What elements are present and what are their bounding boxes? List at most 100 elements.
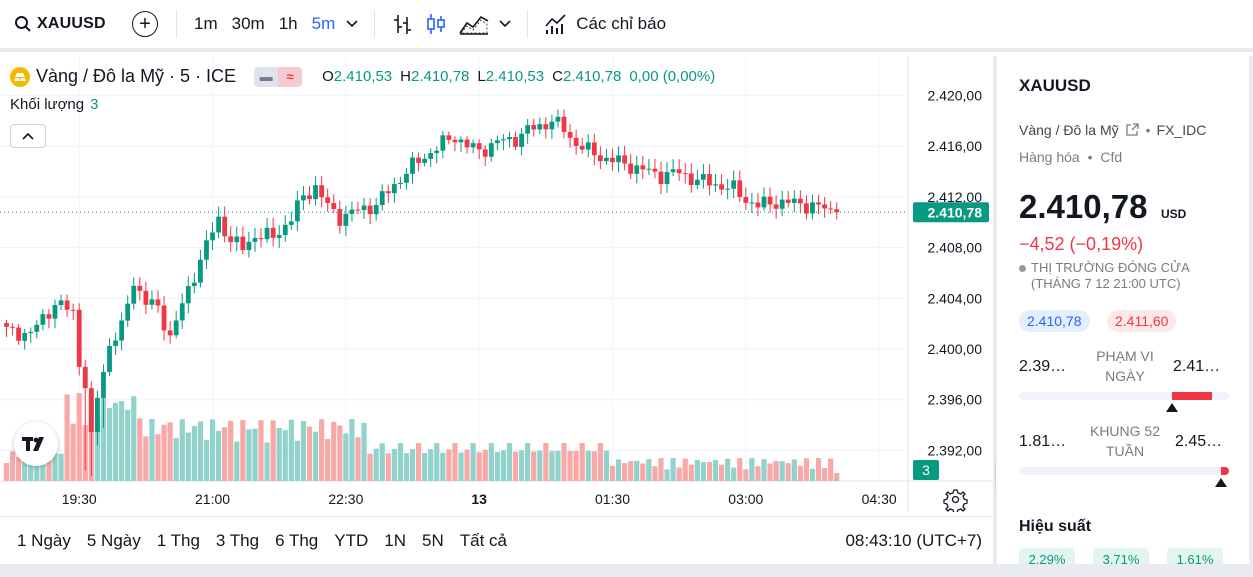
bottom-divider	[0, 564, 1253, 577]
ask-price-badge: 2.411,60	[1107, 310, 1177, 332]
timezone-clock[interactable]: 08:43:10 (UTC+7)	[845, 530, 982, 550]
volume-bar	[555, 450, 561, 481]
volume-bar	[131, 396, 137, 481]
candle-body	[773, 204, 779, 209]
candle-body	[34, 324, 40, 332]
volume-bar	[76, 393, 82, 481]
candle-body	[179, 303, 185, 321]
panel-divider[interactable]	[993, 56, 997, 564]
candle-body	[361, 205, 367, 211]
panel-symbol[interactable]: XAUUSD	[1019, 76, 1091, 95]
volume-bar	[119, 401, 125, 481]
candle-body	[507, 137, 512, 140]
candle-body	[313, 185, 318, 200]
external-link-icon[interactable]	[1124, 122, 1140, 138]
volume-bar	[373, 448, 379, 481]
performance-box[interactable]: 3,71%	[1093, 548, 1149, 564]
candle-body	[143, 290, 149, 305]
legend-title[interactable]: Vàng / Đô la Mỹ · 5 · ICE	[36, 66, 237, 86]
legend-collapse-button[interactable]	[10, 124, 46, 148]
candle-body	[16, 327, 22, 341]
symbol-search[interactable]: XAUUSD	[0, 0, 120, 48]
last-price-label: 2.410,78	[928, 204, 983, 220]
price-chart[interactable]: 2.420,00 2.416,00 2.412,00 2.408,00 2.404,00…	[0, 56, 993, 512]
gear-icon[interactable]	[943, 489, 968, 512]
candle-body	[385, 191, 391, 194]
candle-body	[210, 232, 215, 241]
chart-type-dropdown-chevron-icon[interactable]	[499, 17, 511, 31]
volume-bar	[294, 440, 300, 481]
candle-body	[367, 205, 373, 215]
range-3-months[interactable]: 3 Thg	[215, 530, 260, 550]
performance-box[interactable]: 1,61%	[1167, 548, 1223, 564]
volume-bar	[228, 420, 234, 481]
volume-bar	[779, 461, 785, 481]
volume-bar	[622, 463, 628, 481]
volume-bar	[676, 467, 682, 481]
candle-body	[646, 168, 652, 170]
candle-body	[464, 139, 470, 148]
candle-body	[688, 173, 694, 185]
range-1-year[interactable]: 1N	[384, 530, 406, 550]
volume-bar	[597, 443, 603, 481]
candle-body	[567, 131, 573, 138]
range-6-months[interactable]: 6 Thg	[275, 530, 319, 550]
volume-bar	[240, 419, 246, 481]
candle-body	[185, 286, 191, 304]
candle-body	[64, 300, 70, 310]
range-5-years[interactable]: 5N	[422, 530, 444, 550]
range-5-days[interactable]: 5 Ngày	[86, 530, 141, 550]
candle-body	[82, 366, 88, 389]
compare-add-button[interactable]: +	[132, 11, 158, 37]
legend-low: L2.410,53	[477, 68, 545, 85]
interval-5m[interactable]: 5m	[311, 14, 336, 33]
candle-body	[191, 282, 197, 287]
y-tick-label: 2.404,00	[928, 290, 983, 306]
approx-icon[interactable]: ≈	[278, 66, 303, 87]
performance-heading: Hiệu suất	[1019, 518, 1092, 535]
interval-dropdown-chevron-icon[interactable]	[346, 17, 358, 31]
performance-box[interactable]: 2,29%	[1019, 548, 1075, 564]
volume-bar	[300, 421, 307, 481]
panel-description[interactable]: Vàng / Đô la Mỹ	[1019, 122, 1119, 138]
volume-bar	[34, 460, 40, 481]
range-1-day[interactable]: 1 Ngày	[17, 530, 71, 550]
range-all[interactable]: Tất cả	[459, 530, 507, 550]
candle-body	[767, 196, 773, 205]
candle-body	[349, 209, 355, 214]
volume-bar	[803, 458, 810, 481]
legend-toggle-pill[interactable]: ▬ ≈	[254, 66, 303, 87]
volume-bar	[58, 453, 64, 481]
volume-bar	[815, 458, 822, 481]
candle-body	[470, 143, 476, 148]
interval-1h[interactable]: 1h	[278, 14, 298, 33]
range-ytd[interactable]: YTD	[334, 530, 369, 550]
volume-bar	[216, 430, 222, 481]
volume-bar	[415, 443, 422, 481]
interval-1m[interactable]: 1m	[194, 14, 218, 33]
volume-bar	[100, 397, 107, 481]
low-value: 2.410,53	[485, 68, 545, 85]
legend-change: 0,00 (0,00%)	[629, 68, 716, 85]
x-tick-label: 04:30	[862, 491, 897, 507]
volume-bar	[337, 425, 343, 481]
minus-icon[interactable]: ▬	[254, 66, 279, 87]
volume-bar	[658, 458, 664, 481]
candle-body	[604, 157, 609, 162]
volume-bar	[640, 463, 646, 481]
y-tick-label: 2.408,00	[928, 240, 983, 256]
open-value: 2.410,53	[333, 68, 393, 85]
area-chart-type-icon[interactable]	[459, 13, 489, 35]
volume-bar	[276, 427, 282, 481]
candle-chart-type-icon[interactable]	[425, 12, 447, 36]
candle-body	[458, 139, 464, 143]
volume-bar	[500, 450, 507, 481]
range-1-month[interactable]: 1 Thg	[156, 530, 200, 550]
volume-bar	[549, 451, 555, 481]
interval-30m[interactable]: 30m	[231, 14, 265, 33]
bar-chart-type-icon[interactable]	[391, 12, 413, 36]
volume-bar	[258, 420, 264, 481]
indicators-button[interactable]: Các chỉ báo	[544, 12, 666, 36]
chart-area[interactable]: 2.420,00 2.416,00 2.412,00 2.408,00 2.404,00…	[0, 56, 993, 512]
tradingview-logo[interactable]	[14, 422, 58, 466]
